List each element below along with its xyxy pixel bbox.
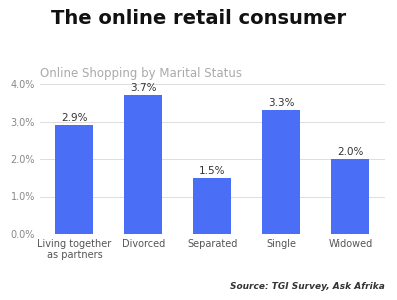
Text: 3.7%: 3.7% bbox=[130, 83, 157, 93]
Bar bbox=[193, 178, 231, 234]
Text: The online retail consumer: The online retail consumer bbox=[51, 9, 346, 28]
Text: Online Shopping by Marital Status: Online Shopping by Marital Status bbox=[40, 67, 242, 80]
Bar bbox=[124, 95, 162, 234]
Text: 1.5%: 1.5% bbox=[199, 166, 225, 176]
Text: Source: TGI Survey, Ask Afrika: Source: TGI Survey, Ask Afrika bbox=[230, 282, 385, 291]
Text: 2.0%: 2.0% bbox=[337, 147, 364, 157]
Bar bbox=[262, 110, 301, 234]
Text: 3.3%: 3.3% bbox=[268, 98, 295, 108]
Bar bbox=[331, 159, 369, 234]
Text: 2.9%: 2.9% bbox=[61, 113, 88, 123]
Bar bbox=[56, 125, 93, 234]
